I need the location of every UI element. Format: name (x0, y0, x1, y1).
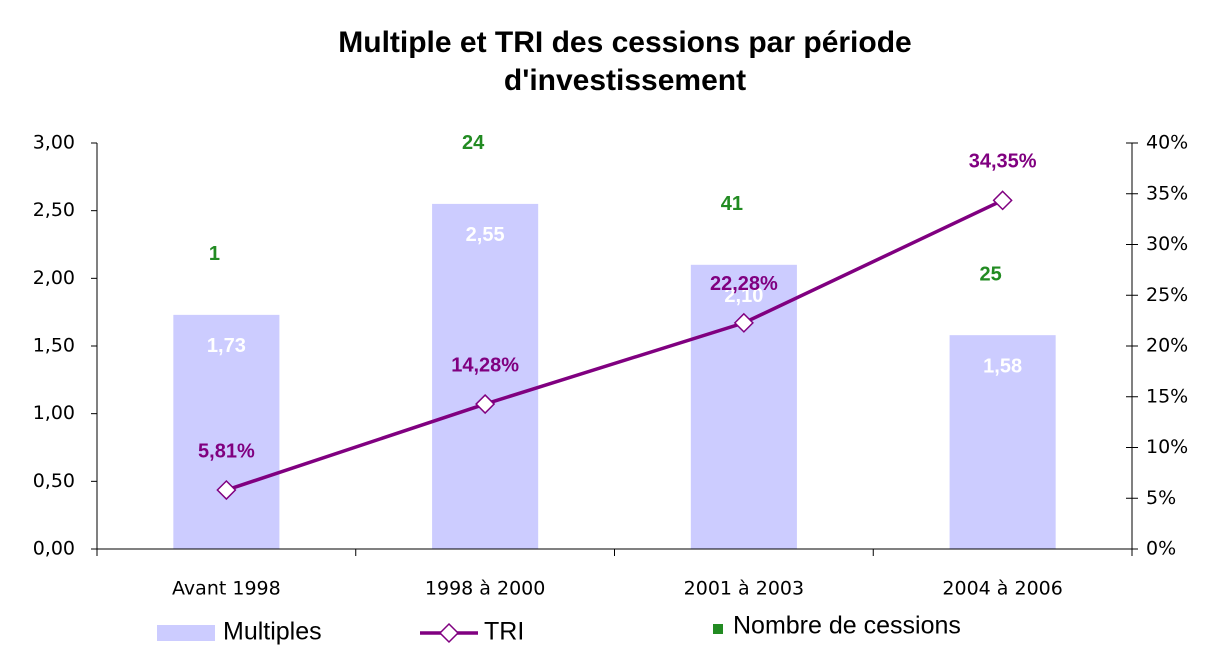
line-value-label: 34,35% (969, 151, 1037, 173)
bar (949, 335, 1056, 549)
y-tick-label: 2,50 (33, 199, 75, 221)
y2-tick-label: 5% (1146, 487, 1176, 509)
bar-value-label: 2,55 (466, 224, 505, 246)
bar (690, 264, 797, 549)
count-label: 25 (980, 263, 1002, 285)
bar-value-label: 1,73 (207, 335, 246, 357)
line-marker (992, 190, 1013, 211)
x-tick-label: 2004 à 2006 (942, 578, 1062, 600)
y2-tick-label: 35% (1146, 182, 1188, 204)
y-tick-label: 2,00 (33, 267, 75, 289)
legend-label: Nombre de cessions (733, 612, 961, 640)
bar-value-label: 1,58 (983, 355, 1022, 377)
x-tick-label: Avant 1998 (172, 578, 281, 600)
bar (173, 314, 280, 549)
bar (432, 203, 539, 549)
legend-swatch (157, 625, 215, 641)
y-tick-label: 1,00 (33, 402, 75, 424)
legend-label: TRI (484, 618, 524, 646)
line-marker (475, 393, 496, 415)
line (225, 198, 1004, 492)
y-tick-label: 3,00 (33, 132, 75, 154)
y-tick-label: 0,00 (33, 538, 75, 560)
legend-swatch (713, 624, 723, 634)
bar-value-label: 2,10 (724, 285, 763, 307)
chart-title: d'investissement (504, 64, 746, 97)
y2-tick-label: 10% (1146, 436, 1188, 458)
legend-marker (438, 622, 460, 644)
line-value-label: 5,81% (198, 440, 255, 462)
line-marker (733, 312, 754, 333)
y2-tick-label: 25% (1146, 284, 1188, 306)
y2-tick-label: 0% (1146, 538, 1176, 560)
y2-tick-label: 15% (1146, 385, 1188, 407)
y2-tick-label: 20% (1146, 335, 1188, 357)
y-tick-label: 0,50 (33, 470, 75, 492)
line-marker (216, 479, 237, 501)
x-tick-label: 1998 à 2000 (425, 578, 545, 600)
y-tick-label: 1,50 (33, 335, 75, 357)
y2-tick-label: 30% (1146, 233, 1188, 255)
chart-title: Multiple et TRI des cessions par période (338, 26, 911, 59)
count-label: 24 (462, 132, 485, 154)
line-value-label: 22,28% (710, 273, 778, 295)
x-tick-label: 2001 à 2003 (684, 578, 804, 600)
legend-label: Multiples (223, 618, 322, 646)
count-label: 1 (209, 243, 220, 265)
y2-tick-label: 40% (1146, 132, 1188, 154)
line-value-label: 14,28% (451, 354, 519, 376)
count-label: 41 (721, 193, 743, 215)
